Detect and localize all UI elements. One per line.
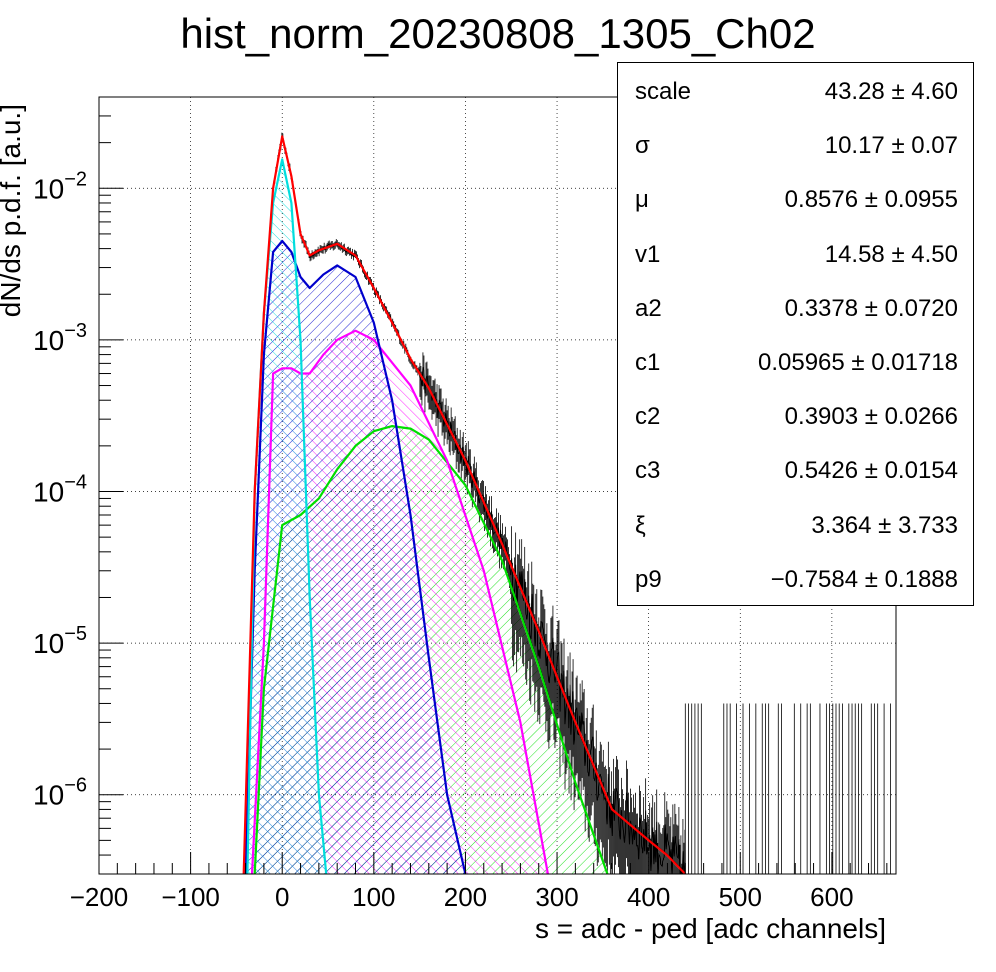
- stats-param-name: scale: [635, 78, 692, 105]
- stats-param-name: σ: [635, 132, 650, 160]
- stats-param-value: 0.3903 ± 0.0266: [784, 403, 958, 431]
- x-tick-label: −200: [70, 882, 129, 912]
- stats-param-name: c1: [635, 349, 661, 376]
- y-tick-label: 10−6: [33, 775, 87, 811]
- stats-row: v1 14.58 ± 4.50: [618, 229, 973, 283]
- x-tick-label: 200: [444, 882, 487, 912]
- stats-param-value: 0.05965 ± 0.01718: [757, 349, 958, 376]
- stats-param-name: a2: [635, 294, 662, 322]
- x-tick-label: 100: [352, 882, 395, 912]
- x-tick-label: 600: [810, 882, 853, 912]
- stats-param-value: 43.28 ± 4.60: [824, 78, 958, 105]
- stats-param-name: c2: [635, 403, 661, 431]
- stats-param-value: 14.58 ± 4.50: [824, 240, 958, 268]
- stats-param-name: μ: [635, 186, 649, 214]
- component-curve: [253, 425, 609, 874]
- stats-row: c1 0.05965 ± 0.01718: [618, 337, 973, 391]
- x-tick-label: 500: [719, 882, 762, 912]
- x-tick-label: 400: [627, 882, 670, 912]
- x-tick-label: 0: [275, 882, 289, 912]
- x-axis-label: s = adc - ped [adc channels]: [535, 913, 886, 944]
- y-tick-label: 10−3: [33, 320, 87, 356]
- x-tick-label: −100: [161, 882, 220, 912]
- stats-param-value: 10.17 ± 0.07: [824, 132, 958, 160]
- stats-row: ξ 3.364 ± 3.733: [618, 500, 973, 554]
- stats-row: c2 0.3903 ± 0.0266: [618, 391, 973, 445]
- stats-param-value: 0.5426 ± 0.0154: [784, 457, 958, 485]
- stats-row: μ 0.8576 ± 0.0955: [618, 174, 973, 228]
- component-curve: [244, 239, 467, 874]
- stats-row: scale 43.28 ± 4.60: [618, 66, 973, 120]
- stats-param-value: −0.7584 ± 0.1888: [770, 565, 958, 593]
- stats-param-name: p9: [635, 565, 662, 593]
- chart-title: hist_norm_20230808_1305_Ch02: [180, 10, 816, 57]
- stats-param-name: v1: [635, 240, 661, 268]
- stats-row: c3 0.5426 ± 0.0154: [618, 445, 973, 499]
- stats-param-value: 3.364 ± 3.733: [811, 511, 958, 539]
- x-tick-label: 300: [535, 882, 578, 912]
- component-fill: [247, 159, 327, 874]
- stats-param-value: 0.8576 ± 0.0955: [784, 186, 958, 214]
- y-axis-label: dN/ds p.d.f. [a.u.]: [0, 104, 26, 317]
- y-tick-label: 10−4: [33, 472, 87, 508]
- total-fit-curve: [242, 135, 687, 874]
- stats-row: σ 10.17 ± 0.07: [618, 120, 973, 174]
- y-tick-label: 10−5: [33, 623, 87, 659]
- stats-row: a2 0.3378 ± 0.0720: [618, 283, 973, 337]
- stats-param-name: ξ: [635, 511, 646, 539]
- stats-row: p9 −0.7584 ± 0.1888: [618, 554, 973, 608]
- component-curve: [250, 329, 549, 874]
- stats-param-name: c3: [635, 457, 661, 485]
- stats-box: scale 43.28 ± 4.60 σ 10.17 ± 0.07 μ 0.8576 ± …: [617, 62, 974, 606]
- y-tick-label: 10−2: [33, 168, 87, 204]
- stats-param-value: 0.3378 ± 0.0720: [784, 294, 958, 322]
